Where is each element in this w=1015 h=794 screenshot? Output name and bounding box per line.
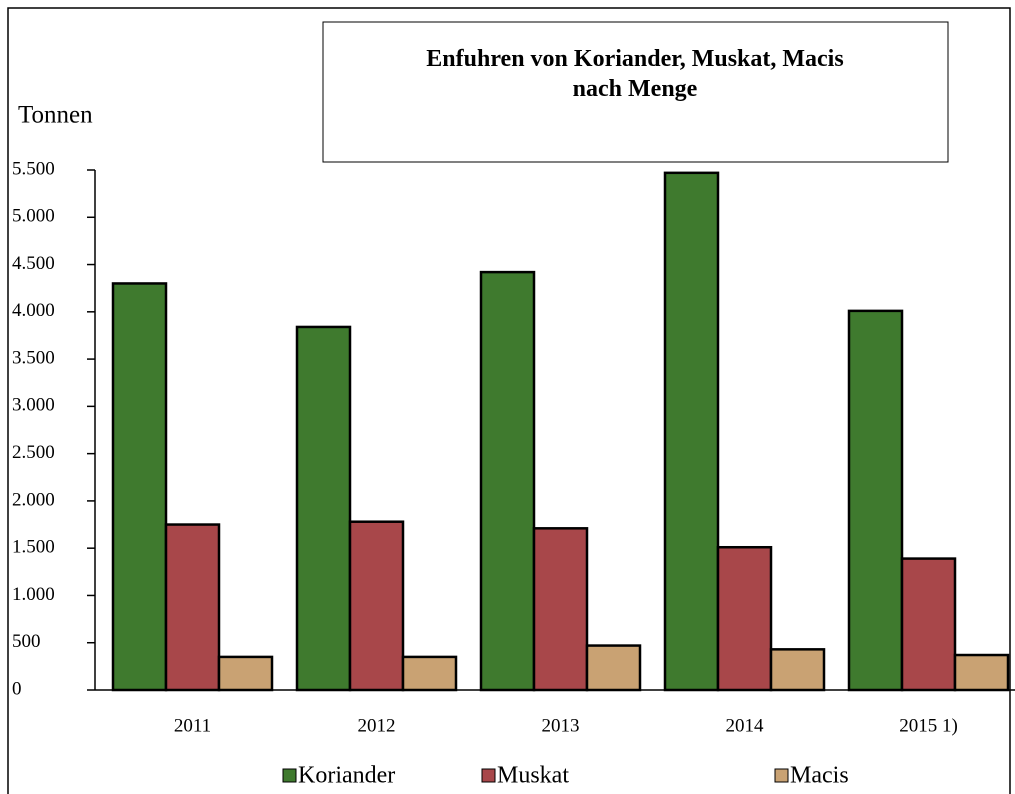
y-tick-label: 1.500	[12, 537, 55, 558]
bar	[585, 644, 642, 692]
x-tick-label: 2012	[358, 715, 396, 736]
bar	[164, 523, 221, 692]
y-tick-label: 2.500	[12, 442, 55, 463]
legend-label: Macis	[790, 763, 849, 789]
bar	[479, 270, 536, 692]
bar	[217, 655, 274, 692]
y-tick-label: 3.000	[12, 395, 55, 416]
legend-label: Muskat	[497, 763, 569, 789]
y-tick-label: 5.000	[12, 206, 55, 227]
y-axis-label: Tonnen	[18, 102, 93, 129]
y-tick-label: 4.000	[12, 300, 55, 321]
bar	[847, 309, 904, 692]
y-tick-label: 5.500	[12, 158, 55, 179]
x-tick-label: 2011	[174, 715, 211, 736]
y-tick-label: 3.500	[12, 347, 55, 368]
bar	[953, 653, 1010, 692]
bar	[295, 325, 352, 692]
legend-swatch	[774, 768, 789, 783]
y-tick-label: 0	[12, 678, 22, 699]
chart-title: Enfuhren von Koriander, Muskat, Macis nac…	[426, 46, 843, 102]
y-tick-label: 4.500	[12, 253, 55, 274]
bar	[348, 520, 405, 692]
x-tick-label: 2015 1)	[899, 715, 958, 736]
legend-swatch	[481, 768, 496, 783]
bar	[663, 171, 720, 692]
bar	[769, 648, 826, 692]
bar	[401, 655, 458, 692]
legend-swatch	[282, 768, 297, 783]
y-tick-label: 2.000	[12, 489, 55, 510]
x-tick-label: 2013	[542, 715, 580, 736]
x-tick-label: 2014	[726, 715, 765, 736]
legend-label: Koriander	[298, 763, 395, 789]
bar	[111, 282, 168, 692]
frame	[7, 7, 1011, 794]
bar	[716, 545, 773, 692]
title-box	[322, 21, 949, 163]
y-tick-label: 1.000	[12, 584, 55, 605]
bar	[900, 557, 957, 692]
bar	[532, 527, 589, 692]
y-tick-label: 500	[12, 631, 41, 652]
